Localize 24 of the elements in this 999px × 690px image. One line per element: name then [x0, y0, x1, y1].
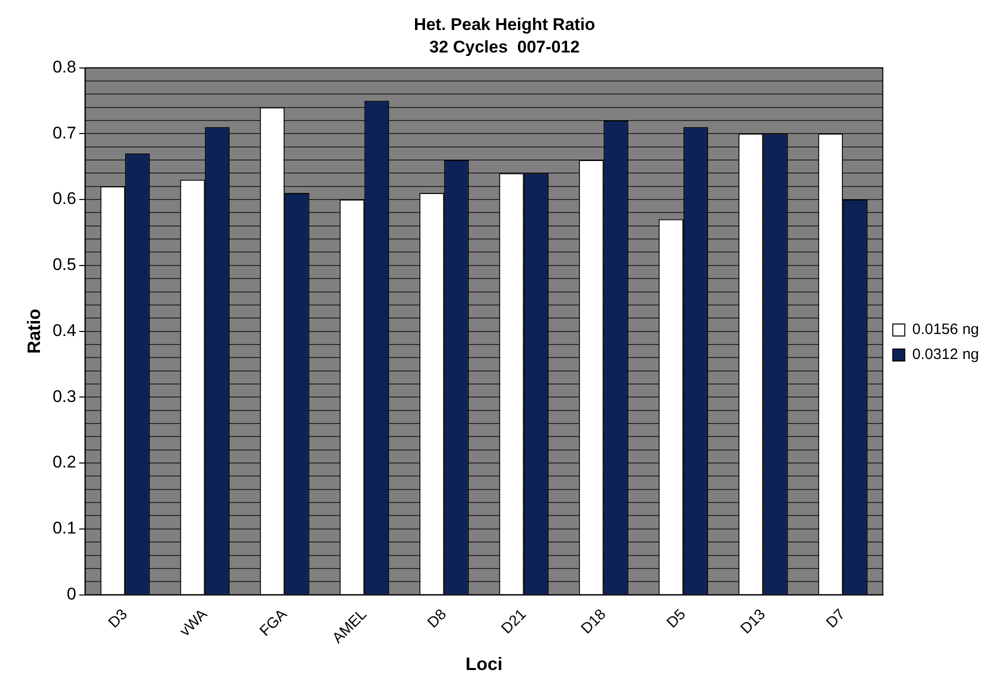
chart-subtitle: 32 Cycles 007-012 — [429, 37, 580, 56]
legend-label: 0.0312 ng — [912, 346, 980, 364]
y-tick-label: 0.6 — [52, 189, 76, 208]
x-tick-label: D21 — [498, 606, 530, 638]
y-tick-label: 0.5 — [52, 255, 76, 274]
x-tick-label: vWA — [176, 606, 211, 640]
y-tick-label: 0.3 — [52, 386, 76, 406]
x-tick-label: FGA — [256, 606, 290, 640]
y-tick-label: 0.2 — [52, 452, 76, 472]
y-tick-label: 0.8 — [52, 57, 76, 76]
y-tick-label: 0.7 — [52, 123, 76, 142]
x-tick-label: D8 — [424, 606, 450, 632]
y-tick-label: 0.1 — [52, 518, 76, 538]
x-tick-label: D13 — [737, 606, 769, 638]
x-tick-label: D7 — [823, 606, 849, 632]
y-tick-label: 0.4 — [52, 320, 76, 340]
x-axis-title: Loci — [465, 654, 503, 674]
legend-label: 0.0156 ng — [912, 321, 980, 338]
x-tick-label: D3 — [105, 606, 131, 632]
x-tick-label: D5 — [664, 606, 690, 632]
y-tick-label: 0 — [66, 584, 76, 604]
y-axis-title: Ratio — [24, 308, 44, 354]
chart-title: Het. Peak Height Ratio — [414, 14, 596, 34]
x-tick-label: D18 — [578, 606, 610, 638]
